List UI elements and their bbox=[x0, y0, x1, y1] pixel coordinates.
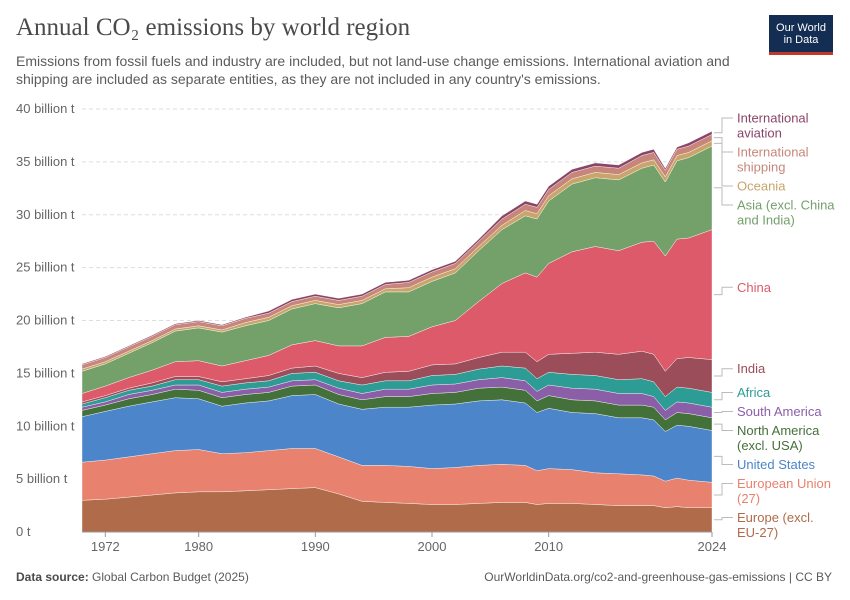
legend-label[interactable]: North America bbox=[737, 423, 820, 438]
legend-connector bbox=[714, 142, 733, 187]
legend-connector bbox=[714, 137, 733, 153]
legend-label[interactable]: International bbox=[737, 144, 809, 159]
legend-label[interactable]: United States bbox=[737, 457, 816, 472]
series-area-11[interactable] bbox=[81, 130, 713, 366]
legend-connector bbox=[714, 517, 733, 521]
legend-connector bbox=[714, 368, 733, 377]
legend-label[interactable]: EU-27) bbox=[737, 525, 778, 540]
legend-label[interactable]: Asia (excl. China bbox=[737, 197, 835, 212]
chart-subtitle: Emissions from fossil fuels and industry… bbox=[16, 53, 730, 87]
legend-connector bbox=[714, 411, 733, 413]
legend: InternationalaviationInternationalshippi… bbox=[714, 110, 835, 540]
legend-connector bbox=[714, 117, 733, 134]
data-source: Data source: Global Carbon Budget (2025) bbox=[16, 570, 249, 584]
legend-label[interactable]: International bbox=[737, 110, 809, 125]
y-tick-label: 10 billion t bbox=[16, 418, 75, 433]
logo-line-1: Our World bbox=[776, 21, 826, 34]
legend-label[interactable]: (excl. USA) bbox=[737, 438, 803, 453]
y-tick-label: 30 billion t bbox=[16, 207, 75, 222]
legend-label[interactable]: India bbox=[737, 361, 766, 376]
y-tick-label: 20 billion t bbox=[16, 313, 75, 328]
x-tick-label: 2010 bbox=[534, 539, 563, 554]
axes: 0 t 5 billion t 10 billion t 15 billion t 20… bbox=[16, 101, 726, 554]
legend-label[interactable]: (27) bbox=[737, 491, 760, 506]
legend-label[interactable]: Oceania bbox=[737, 178, 786, 193]
x-tick-label: 1980 bbox=[184, 539, 213, 554]
legend-label[interactable]: European Union bbox=[737, 476, 831, 491]
y-tick-label: 40 billion t bbox=[16, 101, 75, 116]
logo-line-2: in Data bbox=[783, 33, 819, 46]
y-tick-label: 0 t bbox=[16, 524, 31, 539]
legend-label[interactable]: South America bbox=[737, 404, 822, 419]
data-source-value[interactable]: Global Carbon Budget (2025) bbox=[92, 570, 249, 584]
data-source-label: Data source: bbox=[16, 570, 89, 584]
legend-connector bbox=[714, 286, 733, 296]
chart-title: Annual CO₂ emissions by world region bbox=[16, 14, 411, 41]
source-url[interactable]: OurWorldinData.org/co2-and-greenhouse-ga… bbox=[484, 570, 832, 584]
legend-label[interactable]: shipping bbox=[737, 159, 785, 174]
series-areas bbox=[81, 130, 713, 533]
y-tick-label: 15 billion t bbox=[16, 365, 75, 380]
legend-label[interactable]: aviation bbox=[737, 125, 782, 140]
legend-connector bbox=[714, 392, 733, 401]
legend-label[interactable]: and India) bbox=[737, 212, 795, 227]
legend-connector bbox=[714, 187, 733, 206]
legend-connector bbox=[714, 423, 733, 431]
y-tick-label: 35 billion t bbox=[16, 154, 75, 169]
y-tick-label: 5 billion t bbox=[16, 471, 68, 486]
legend-connector bbox=[714, 455, 733, 465]
owid-logo[interactable]: Our World in Data bbox=[769, 15, 833, 55]
x-tick-label: 2000 bbox=[418, 539, 447, 554]
legend-label[interactable]: Europe (excl. bbox=[737, 510, 814, 525]
x-tick-label: 2024 bbox=[698, 539, 727, 554]
legend-label[interactable]: Africa bbox=[737, 385, 771, 400]
legend-label[interactable]: China bbox=[737, 280, 772, 295]
stacked-area-chart: 0 t 5 billion t 10 billion t 15 billion t 20… bbox=[16, 101, 835, 554]
x-tick-label: 1990 bbox=[301, 539, 330, 554]
legend-connector bbox=[714, 483, 733, 496]
x-tick-label: 1972 bbox=[91, 539, 120, 554]
y-tick-label: 25 billion t bbox=[16, 260, 75, 275]
